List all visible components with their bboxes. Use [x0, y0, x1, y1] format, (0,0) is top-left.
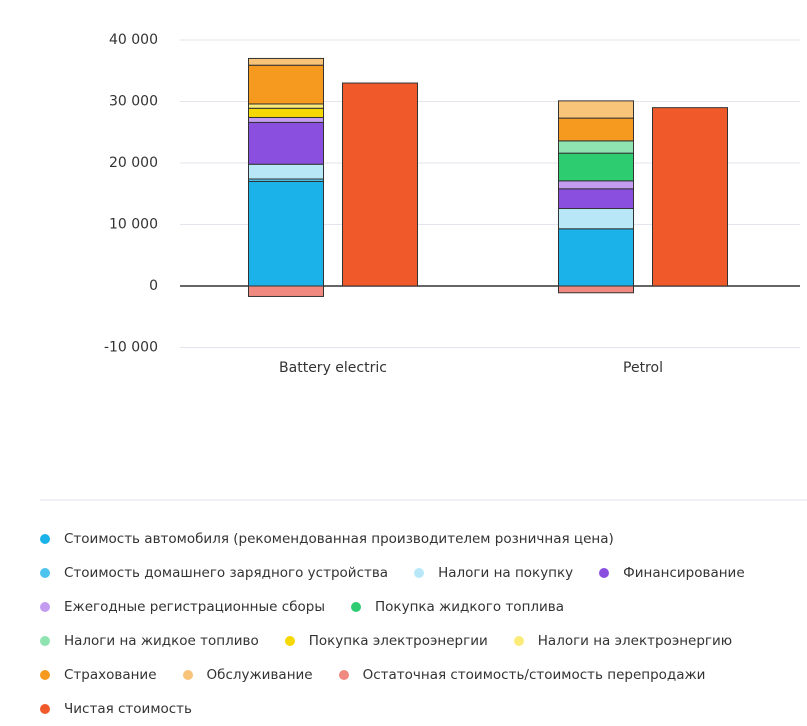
- x-tick-label: Petrol: [623, 360, 663, 376]
- legend-swatch: [40, 704, 50, 714]
- legend-item[interactable]: Налоги на покупку: [414, 565, 573, 581]
- chart: -10 000 0 10 000 20 000 30 000 40 000 Battery …: [40, 32, 807, 501]
- bar-segment: [558, 285, 634, 294]
- legend-row: Страхование Обслуживание Остаточная стоимо…: [40, 658, 807, 692]
- legend: Стоимость автомобиля (рекомендованная пр…: [40, 522, 807, 726]
- bar-segment: [248, 103, 324, 109]
- legend-swatch: [351, 602, 362, 612]
- legend-swatch: [284, 636, 295, 646]
- legend-row: Ежегодные регистрационные сборы Покупка ж…: [40, 590, 807, 624]
- legend-item[interactable]: Стоимость домашнего зарядного устройства: [40, 565, 388, 581]
- legend-swatch: [40, 670, 50, 680]
- bar-segment: [248, 57, 324, 66]
- legend-item[interactable]: Остаточная стоимость/стоимость перепрода…: [338, 667, 706, 683]
- legend-label: Чистая стоимость: [64, 701, 193, 717]
- y-tick-label: 20 000: [109, 155, 158, 171]
- bar-segment: [248, 116, 324, 123]
- bar-segment: [248, 107, 324, 118]
- y-tick-label: 10 000: [109, 217, 158, 233]
- legend-label: Покупка электроэнергии: [308, 633, 488, 649]
- legend-label: Стоимость автомобиля (рекомендованная пр…: [64, 531, 614, 547]
- legend-item[interactable]: Ежегодные регистрационные сборы: [40, 599, 325, 615]
- legend-swatch: [40, 534, 50, 544]
- legend-swatch: [414, 568, 425, 578]
- legend-item[interactable]: Стоимость автомобиля (рекомендованная пр…: [40, 531, 614, 547]
- legend-swatch: [513, 636, 524, 646]
- bar-segment: [248, 285, 324, 297]
- legend-row: Налоги на жидкое топливо Покупка электроэ…: [40, 624, 807, 658]
- bar-segment: [558, 100, 634, 119]
- legend-swatch: [338, 670, 349, 680]
- net-bar: [652, 107, 728, 287]
- legend-label: Покупка жидкого топлива: [375, 599, 565, 615]
- y-tick-label: 40 000: [109, 32, 158, 48]
- legend-item[interactable]: Покупка электроэнергии: [284, 633, 488, 649]
- legend-item[interactable]: Финансирование: [599, 565, 745, 581]
- legend-item[interactable]: Налоги на электроэнергию: [513, 633, 733, 649]
- bar-segment: [558, 180, 634, 190]
- net-bar: [342, 82, 418, 287]
- legend-label: Ежегодные регистрационные сборы: [64, 599, 326, 615]
- bar-segment: [248, 180, 324, 287]
- legend-label: Налоги на покупку: [438, 565, 574, 581]
- legend-label: Налоги на жидкое топливо: [64, 633, 259, 649]
- legend-label: Страхование: [64, 667, 157, 683]
- bar-segment: [248, 121, 324, 165]
- legend-row: Стоимость автомобиля (рекомендованная пр…: [40, 522, 807, 556]
- y-tick-label: -10 000: [104, 340, 158, 356]
- bar-segment: [558, 117, 634, 142]
- legend-label: Стоимость домашнего зарядного устройства: [64, 565, 389, 581]
- bar-segment: [248, 163, 324, 180]
- legend-item[interactable]: Покупка жидкого топлива: [351, 599, 564, 615]
- legend-label: Обслуживание: [206, 667, 313, 683]
- legend-item[interactable]: Чистая стоимость: [40, 701, 192, 717]
- bar-segment: [558, 228, 634, 287]
- legend-swatch: [40, 636, 50, 646]
- legend-label: Налоги на электроэнергию: [537, 633, 733, 649]
- x-tick-label: Battery electric: [279, 360, 387, 376]
- legend-label: Финансирование: [623, 565, 745, 581]
- legend-row: Чистая стоимость: [40, 692, 807, 726]
- legend-item[interactable]: Страхование: [40, 667, 157, 683]
- legend-item[interactable]: Обслуживание: [182, 667, 313, 683]
- bar-segment: [558, 208, 634, 230]
- y-tick-label: 30 000: [109, 94, 158, 110]
- bar-segment: [248, 64, 324, 105]
- legend-swatch: [40, 602, 50, 612]
- bar-segment: [558, 140, 634, 154]
- legend-label: Остаточная стоимость/стоимость перепрода…: [362, 667, 706, 683]
- y-tick-label: 0: [149, 278, 158, 294]
- legend-row: Стоимость домашнего зарядного устройства…: [40, 556, 807, 590]
- legend-swatch: [599, 568, 610, 578]
- legend-swatch: [182, 670, 193, 680]
- bar-segment: [558, 152, 634, 182]
- legend-item[interactable]: Налоги на жидкое топливо: [40, 633, 259, 649]
- legend-swatch: [40, 568, 50, 578]
- bar-segment: [558, 188, 634, 210]
